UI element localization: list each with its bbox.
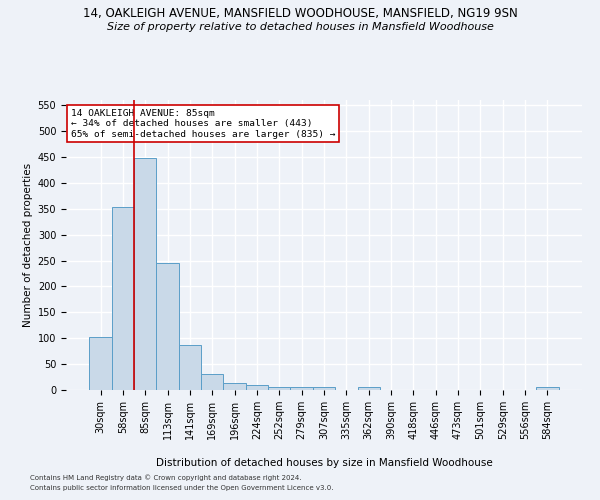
Bar — [201, 374, 223, 390]
Bar — [290, 388, 313, 390]
Text: 14, OAKLEIGH AVENUE, MANSFIELD WOODHOUSE, MANSFIELD, NG19 9SN: 14, OAKLEIGH AVENUE, MANSFIELD WOODHOUSE… — [83, 8, 517, 20]
Text: Contains public sector information licensed under the Open Government Licence v3: Contains public sector information licen… — [30, 485, 334, 491]
Text: Distribution of detached houses by size in Mansfield Woodhouse: Distribution of detached houses by size … — [155, 458, 493, 468]
Bar — [358, 388, 380, 390]
Bar — [112, 207, 134, 390]
Bar — [157, 263, 179, 390]
Bar — [268, 388, 290, 390]
Text: Contains HM Land Registry data © Crown copyright and database right 2024.: Contains HM Land Registry data © Crown c… — [30, 474, 302, 481]
Text: 14 OAKLEIGH AVENUE: 85sqm
← 34% of detached houses are smaller (443)
65% of semi: 14 OAKLEIGH AVENUE: 85sqm ← 34% of detac… — [71, 108, 335, 138]
Bar — [246, 386, 268, 390]
Bar — [134, 158, 157, 390]
Bar — [313, 388, 335, 390]
Bar — [89, 336, 112, 390]
Y-axis label: Number of detached properties: Number of detached properties — [23, 163, 34, 327]
Text: Size of property relative to detached houses in Mansfield Woodhouse: Size of property relative to detached ho… — [107, 22, 493, 32]
Bar — [179, 345, 201, 390]
Bar — [223, 384, 246, 390]
Bar — [536, 388, 559, 390]
